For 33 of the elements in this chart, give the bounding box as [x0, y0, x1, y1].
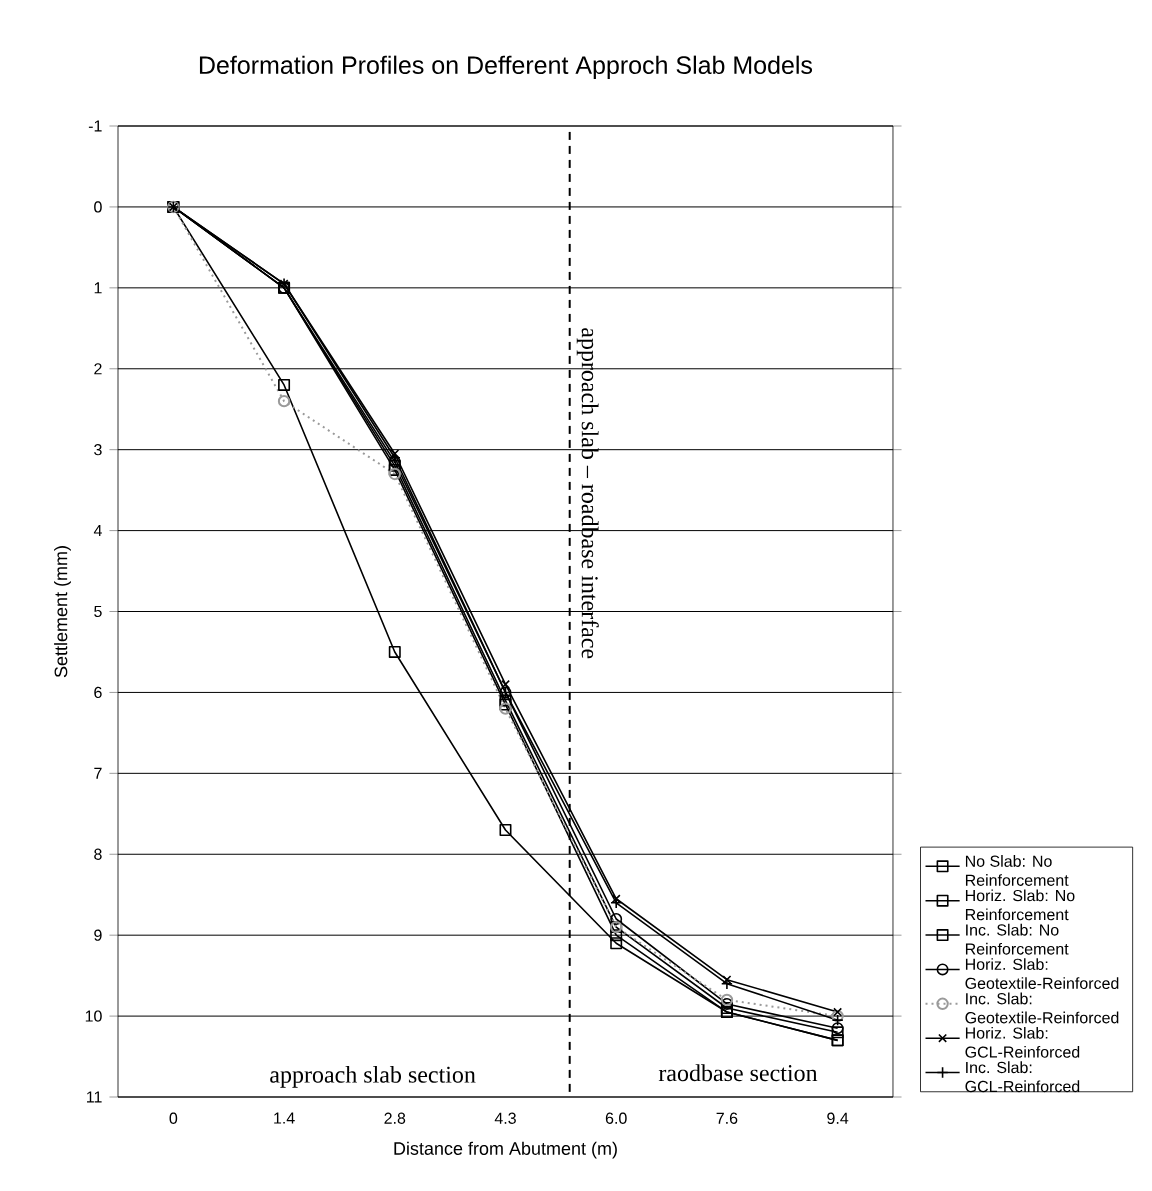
- x-tick-label: 1.4: [274, 1112, 295, 1124]
- y-tick-label: 4: [93, 525, 102, 537]
- y-tick-label: 7: [94, 767, 102, 779]
- x-tick-label: 4.3: [494, 1112, 516, 1124]
- y-tick-label: -1: [88, 120, 102, 132]
- y-tick-label: 8: [94, 848, 102, 860]
- y-tick-label: 2: [94, 363, 102, 375]
- x-tick-label: 6.0: [605, 1112, 627, 1124]
- y-tick-label: 9: [94, 929, 102, 941]
- y-tick-label: 5: [94, 605, 102, 618]
- y-tick-label: 0: [94, 201, 102, 213]
- x-axis-title: Distance from Abutment (m): [394, 1141, 617, 1159]
- y-tick-label: 1: [94, 282, 102, 294]
- annotation: approach slab section: [270, 1065, 476, 1088]
- x-tick-label: 9.4: [827, 1112, 849, 1124]
- legend-label: Horiz. Slab: No Reinforcement: [965, 889, 1075, 921]
- y-axis-title: Settlement (mm): [54, 546, 71, 678]
- y-tick-label: 10: [85, 1010, 102, 1022]
- annotation: approach slab – roadbase interface: [576, 328, 599, 659]
- x-tick-label: 7.6: [716, 1112, 738, 1124]
- legend-label: Inc. Slab: No Reinforcement: [965, 923, 1069, 955]
- legend-label: Inc. Slab: GCL-Reinforced: [965, 1061, 1080, 1093]
- y-tick-label: 11: [87, 1091, 102, 1103]
- annotation: raodbase section: [658, 1064, 818, 1082]
- y-tick-label: 3: [94, 444, 102, 456]
- legend-label: Horiz. Slab: Geotextile-Reinforced: [965, 958, 1119, 989]
- x-tick-label: 2.8: [384, 1112, 406, 1124]
- legend-label: No Slab: No Reinforcement: [965, 855, 1069, 886]
- chart-title: Deformation Profiles on Defferent Approch Slab Models: [199, 55, 813, 79]
- x-tick-label: 0: [169, 1112, 178, 1124]
- y-tick-label: 6: [94, 686, 102, 699]
- legend-label: Horiz. Slab: GCL-Reinforced: [965, 1026, 1080, 1058]
- legend-label: Inc. Slab: Geotextile-Reinforced: [965, 992, 1119, 1024]
